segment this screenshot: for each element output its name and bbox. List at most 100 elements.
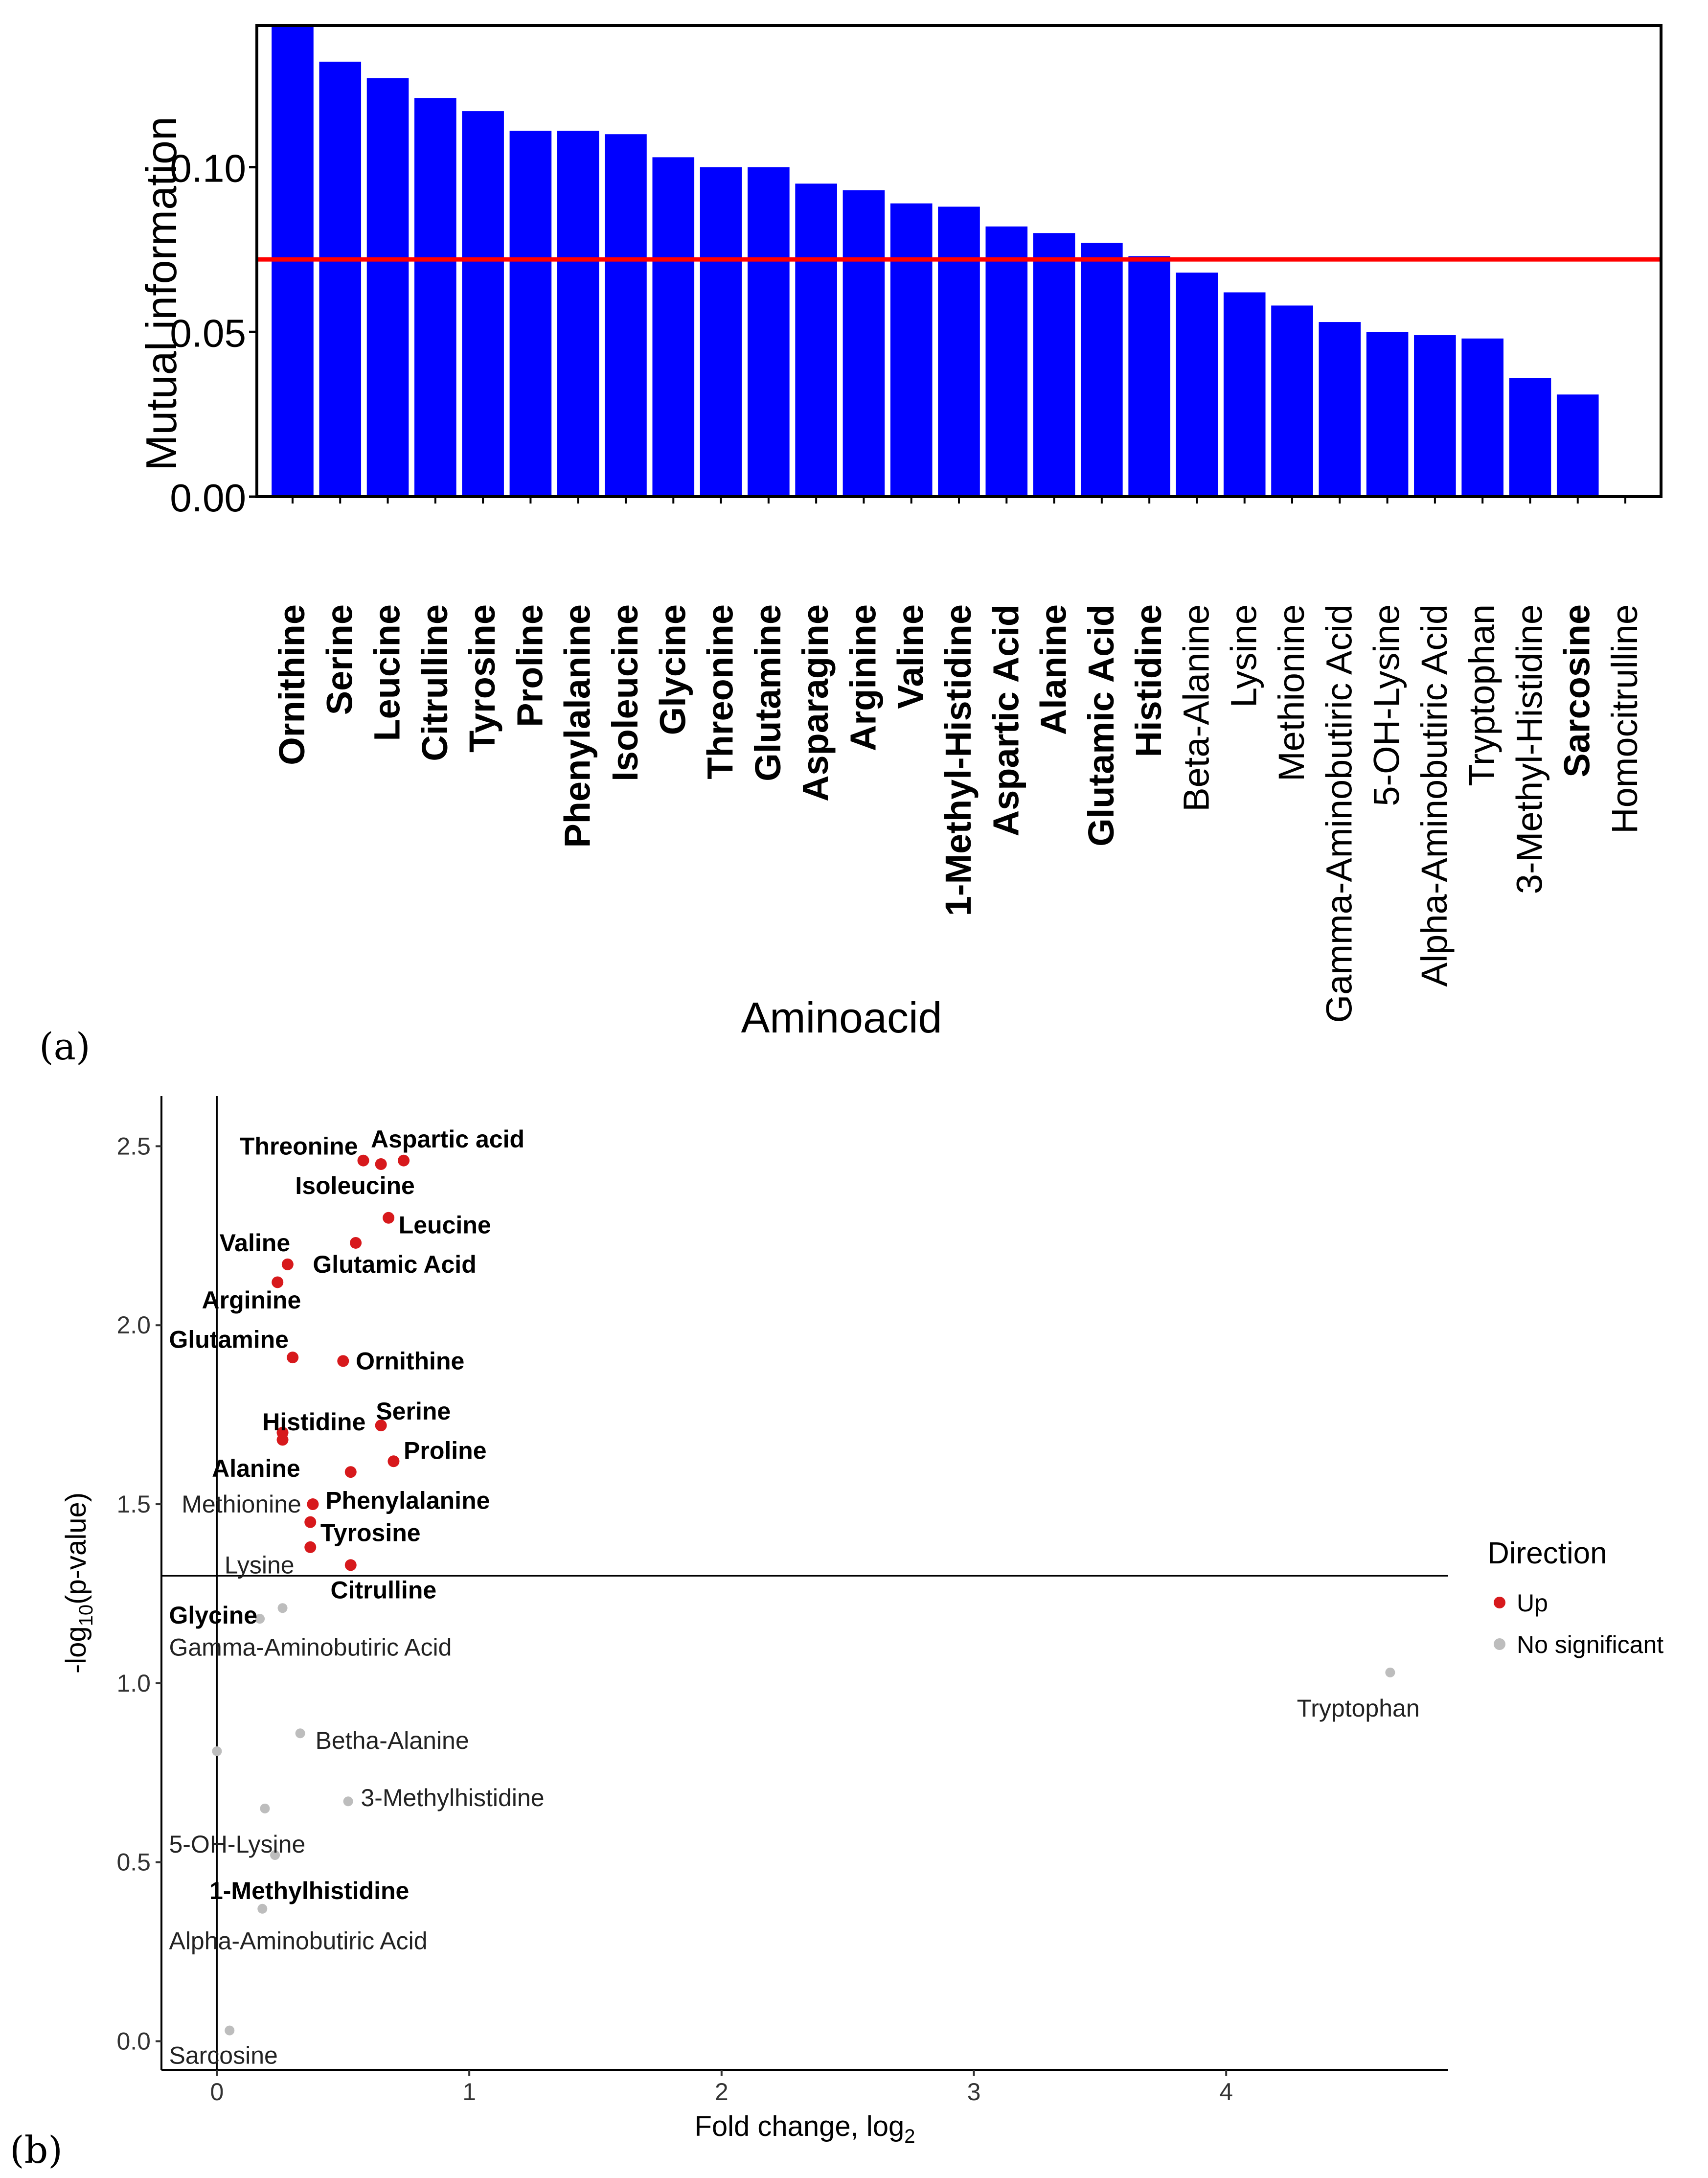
point-label: Ornithine <box>356 1347 464 1375</box>
point-not-significant <box>225 2025 235 2036</box>
legend-title: Direction <box>1487 1536 1607 1570</box>
point-up <box>375 1420 387 1432</box>
x-tick-label: Glutamine <box>748 604 788 781</box>
point-not-significant <box>260 1803 270 1813</box>
x-tick-label: Phenylalanine <box>557 604 598 848</box>
x-tick-label: Asparagine <box>795 604 836 802</box>
y-axis-title: Mutual information <box>137 116 185 471</box>
bar-5-oh-lysine <box>1366 332 1409 497</box>
bar-aspartic-acid <box>985 226 1028 497</box>
bar-sarcosine <box>1556 394 1599 497</box>
y-tick-label: 0.0 <box>116 2027 151 2055</box>
point-label: Phenylalanine <box>325 1487 490 1514</box>
bar-glutamic-acid <box>1081 243 1123 497</box>
bar-phenylalanine <box>557 131 599 497</box>
legend-label: Up <box>1517 1589 1548 1617</box>
point-label: Methionine <box>182 1490 301 1518</box>
point-label: 5-OH-Lysine <box>169 1831 305 1858</box>
point-label: Valine <box>220 1229 291 1257</box>
x-tick-label: Homocitrulline <box>1604 604 1645 834</box>
x-tick-label: Methionine <box>1271 604 1312 781</box>
point-up <box>398 1154 410 1167</box>
y-axis-title-subscript: 10 <box>75 1605 97 1627</box>
point-up <box>387 1455 400 1467</box>
point-label: Arginine <box>202 1286 301 1314</box>
x-tick-label: Lysine <box>1224 604 1264 708</box>
bar-beta-alanine <box>1176 273 1218 497</box>
bar-isoleucine <box>605 134 647 497</box>
point-not-significant <box>255 1614 265 1624</box>
legend-swatch-not-significant <box>1494 1638 1505 1650</box>
point-label: Gamma-Aminobutiric Acid <box>169 1634 452 1661</box>
bar-asparagine <box>795 183 837 497</box>
x-axis-title: Fold change, log2 <box>694 2110 915 2147</box>
bar-1-methyl-histidine <box>938 206 980 497</box>
point-up <box>307 1498 319 1511</box>
x-tick-label: Threonine <box>700 604 741 779</box>
y-tick-label: 1.0 <box>116 1670 151 1697</box>
bar-methionine <box>1271 305 1313 497</box>
panel-a-bar-chart: 0.00 0.05 0.10 Ornithine Serine Leucine Citrul… <box>39 24 1662 1068</box>
bar-glutamine <box>748 167 790 497</box>
point-label: 3-Methylhistidine <box>361 1784 544 1811</box>
point-label: Alpha-Aminobutiric Acid <box>169 1927 427 1955</box>
bar-leucine <box>366 78 409 497</box>
x-tick-label: Proline <box>509 604 550 727</box>
bar-arginine <box>843 190 885 497</box>
point-up <box>281 1258 294 1270</box>
x-tick-label: 0 <box>210 2078 224 2106</box>
point-label: Tyrosine <box>320 1519 421 1547</box>
point-not-significant <box>270 1850 280 1860</box>
point-up <box>337 1355 349 1367</box>
y-tick-label: 0.10 <box>170 147 246 190</box>
bar-glycine <box>652 157 695 497</box>
panel-label-a: (a) <box>39 1025 91 1068</box>
x-tick-label: Alpha-Aminobutiric Acid <box>1414 604 1455 986</box>
bar-serine <box>319 62 362 497</box>
bar-threonine <box>700 167 742 497</box>
point-label: Glycine <box>169 1602 257 1629</box>
point-up <box>287 1352 299 1364</box>
point-up <box>375 1158 387 1170</box>
point-up <box>276 1434 289 1446</box>
point-label: Serine <box>376 1398 451 1425</box>
point-label: Glutamic Acid <box>313 1251 476 1278</box>
x-tick-label: Valine <box>890 604 931 709</box>
point-not-significant <box>1385 1667 1395 1677</box>
x-tick-label: 3 <box>967 2078 981 2106</box>
point-up <box>350 1237 362 1249</box>
x-tick-label: Serine <box>319 604 360 715</box>
panel-label-b: (b) <box>10 2128 63 2172</box>
point-label: Tryptophan <box>1297 1695 1420 1722</box>
bar-3-methyl-histidine <box>1509 378 1551 497</box>
point-label: Leucine <box>399 1211 491 1238</box>
x-tick-label: 4 <box>1219 2078 1233 2106</box>
point-up <box>272 1276 284 1288</box>
point-not-significant <box>343 1796 353 1807</box>
x-tick-label: Tryptophan <box>1461 604 1502 786</box>
x-tick-label: Histidine <box>1128 604 1169 757</box>
x-tick-label: Aspartic Acid <box>985 604 1026 836</box>
y-tick-label: 1.5 <box>116 1490 151 1518</box>
x-tick-label: 5-OH-Lysine <box>1366 604 1407 806</box>
point-label: Glutamine <box>169 1326 288 1353</box>
bar-tryptophan <box>1461 338 1503 497</box>
point-label: Lysine <box>225 1551 295 1579</box>
point-up <box>357 1154 369 1167</box>
legend-label: No significant <box>1517 1631 1663 1658</box>
point-label: 1-Methylhistidine <box>209 1877 409 1904</box>
y-tick-label: 2.0 <box>116 1311 151 1339</box>
y-axis-title: -log10(p-value) <box>60 1492 97 1674</box>
panel-b-volcano-plot: 0.0 0.5 1.0 1.5 2.0 2.5 0 1 2 3 4 Aspartic acid Thre… <box>10 1096 1663 2172</box>
point-label: Sarcosine <box>169 2042 277 2069</box>
bar-citrulline <box>414 98 456 497</box>
x-tick-label: Alanine <box>1033 604 1074 735</box>
y-tick-label: 0.05 <box>170 311 246 355</box>
point-up <box>344 1466 357 1478</box>
point-not-significant <box>295 1728 305 1739</box>
x-axis-title: Aminoacid <box>741 993 942 1042</box>
legend: Direction Up No significant <box>1487 1536 1663 1658</box>
x-tick-label: 1 <box>462 2078 476 2106</box>
point-not-significant <box>277 1603 288 1613</box>
